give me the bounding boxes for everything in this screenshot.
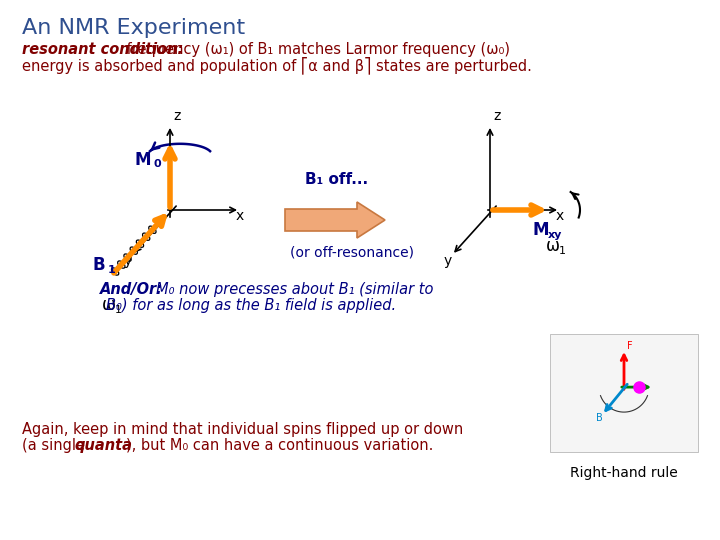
Text: M₀ now precesses about B₁ (similar to: M₀ now precesses about B₁ (similar to xyxy=(156,282,433,297)
Text: F: F xyxy=(627,341,633,351)
Text: ω: ω xyxy=(546,237,560,255)
Text: xy: xy xyxy=(548,230,562,240)
Text: An NMR Experiment: An NMR Experiment xyxy=(22,18,245,38)
Text: (or off-resonance): (or off-resonance) xyxy=(290,245,414,259)
Text: y: y xyxy=(444,254,452,268)
Text: M: M xyxy=(135,151,151,169)
Text: x: x xyxy=(236,209,244,223)
Text: energy is absorbed and population of ⎡α and β⎤ states are perturbed.: energy is absorbed and population of ⎡α … xyxy=(22,56,532,73)
Text: frequency (ω₁) of B₁ matches Larmor frequency (ω₀): frequency (ω₁) of B₁ matches Larmor freq… xyxy=(122,42,510,57)
Text: (a single: (a single xyxy=(22,438,89,453)
Text: ω: ω xyxy=(102,296,116,314)
Text: 1: 1 xyxy=(115,305,122,315)
Text: B₁ off...: B₁ off... xyxy=(305,172,368,187)
Text: 0: 0 xyxy=(153,159,161,169)
FancyArrow shape xyxy=(285,202,385,238)
Text: B: B xyxy=(596,413,603,423)
Text: 1: 1 xyxy=(559,246,566,256)
Bar xyxy=(550,334,698,452)
Text: M: M xyxy=(532,221,549,239)
Text: y: y xyxy=(124,254,132,268)
Text: z: z xyxy=(493,109,500,123)
Text: quanta: quanta xyxy=(74,438,132,453)
Text: B₀) for as long as the B₁ field is applied.: B₀) for as long as the B₁ field is appli… xyxy=(106,298,396,313)
Text: resonant condition:: resonant condition: xyxy=(22,42,184,57)
Text: z: z xyxy=(173,109,181,123)
Text: Again, keep in mind that individual spins flipped up or down: Again, keep in mind that individual spin… xyxy=(22,422,463,437)
Text: B: B xyxy=(92,256,104,274)
Text: ), but M₀ can have a continuous variation.: ), but M₀ can have a continuous variatio… xyxy=(126,438,433,453)
Text: 1: 1 xyxy=(108,265,116,275)
Text: x: x xyxy=(556,209,564,223)
Text: Right-hand rule: Right-hand rule xyxy=(570,466,678,480)
Text: And/Or:: And/Or: xyxy=(100,282,168,297)
